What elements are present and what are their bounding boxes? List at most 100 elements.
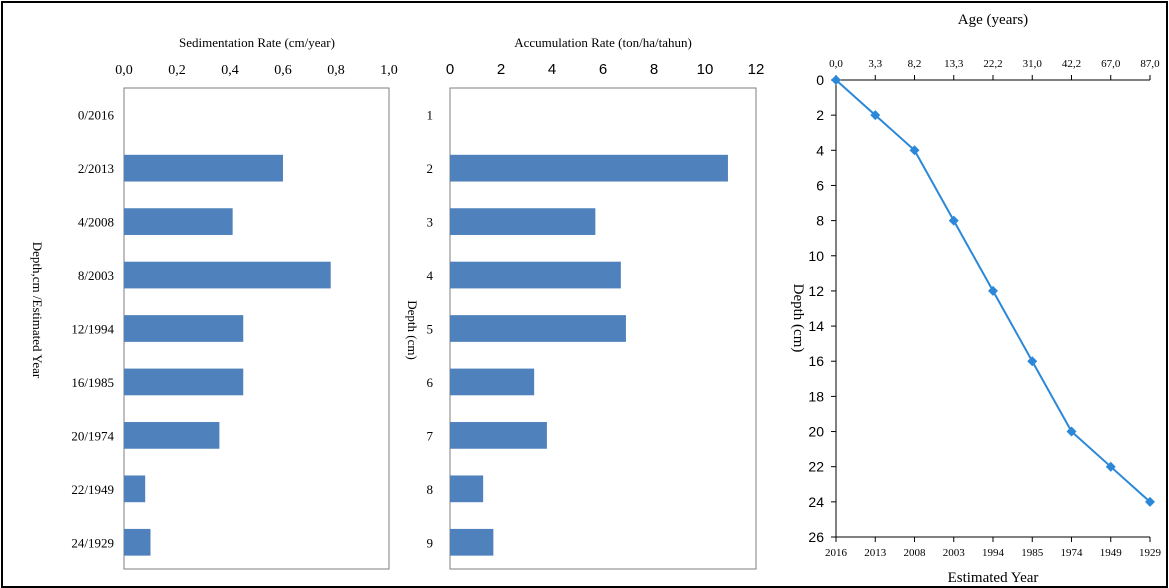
x-tick-labels: 0,0 0,2 0,4 0,6 0,8 1,0 xyxy=(115,63,398,78)
category-label: 4 xyxy=(427,268,434,283)
category-label: 1 xyxy=(427,108,434,123)
data-point xyxy=(948,215,959,226)
bar xyxy=(450,528,494,556)
category-label: 8/2003 xyxy=(78,268,114,283)
category-label: 5 xyxy=(427,322,434,337)
chart-title: Accumulation Rate (ton/ha/tahun) xyxy=(514,35,692,50)
category-label: 6 xyxy=(427,375,434,390)
category-label: 7 xyxy=(427,428,434,443)
bar xyxy=(124,368,244,396)
x-tick-labels: 0 2 4 6 8 10 12 xyxy=(446,61,765,78)
y-tick-label: 14 xyxy=(808,318,824,334)
data-point xyxy=(988,285,998,296)
x-tick-label: 10 xyxy=(697,61,714,78)
axis-ticks: 0246810121416182022242620160,020133,3200… xyxy=(808,58,1161,559)
category-label: 3 xyxy=(427,215,434,230)
y-tick-label: 4 xyxy=(816,142,824,158)
x-tick-label: 8 xyxy=(650,61,658,78)
bar xyxy=(450,368,535,396)
bar xyxy=(450,154,728,182)
x-tick-label: 0,4 xyxy=(221,63,239,78)
y-axis-label: Depth,cm /Estimated Year xyxy=(30,242,45,379)
bar xyxy=(124,261,331,289)
y-tick-label: 18 xyxy=(808,388,824,404)
bar xyxy=(124,154,283,182)
y-tick-label: 8 xyxy=(816,213,824,229)
y-tick-label: 22 xyxy=(808,459,824,475)
bar xyxy=(124,208,233,235)
accumulation-rate-chart: Accumulation Rate (ton/ha/tahun) Depth (… xyxy=(405,35,765,570)
x-tick-label: 0,2 xyxy=(168,63,186,78)
y-tick-label: 16 xyxy=(808,353,824,369)
x-tick-label: 1985 xyxy=(1021,547,1044,559)
depth-age-chart: Age (years) Estimated Year Depth (cm) 0 2… xyxy=(790,12,1162,586)
data-point xyxy=(1027,356,1038,367)
y-tick-label: 2 xyxy=(816,107,824,123)
x-tick-label: 2016 xyxy=(825,547,848,559)
x-tick-label: 2008 xyxy=(904,547,927,559)
y-tick-label: 0 xyxy=(816,72,824,88)
top-tick-label: 87,0 xyxy=(1140,58,1160,70)
category-label: 16/1985 xyxy=(71,375,114,390)
category-label: 12/1994 xyxy=(71,322,114,337)
x-tick-label: 0,8 xyxy=(327,63,345,78)
data-point xyxy=(1066,426,1077,437)
x-tick-label: 0 xyxy=(446,61,454,78)
data-point xyxy=(1105,461,1116,472)
top-tick-label: 22,2 xyxy=(983,58,1002,70)
data-point xyxy=(909,145,920,156)
x-tick-label: 1949 xyxy=(1100,547,1123,559)
top-axis-label: Age (years) xyxy=(958,12,1028,28)
x-tick-label: 1994 xyxy=(982,547,1005,559)
data-points xyxy=(831,75,1155,507)
bars xyxy=(450,154,728,556)
category-labels: 1 2 3 4 5 6 7 8 9 xyxy=(427,108,434,551)
bars xyxy=(124,154,331,556)
y-tick-label: 20 xyxy=(808,424,824,440)
bar xyxy=(450,261,621,289)
x-tick-label: 4 xyxy=(548,61,556,78)
bar xyxy=(450,315,626,342)
y-tick-label: 26 xyxy=(808,529,824,545)
y-tick-label: 24 xyxy=(808,494,824,510)
top-tick-label: 67,0 xyxy=(1101,58,1121,70)
top-tick-label: 0,0 xyxy=(829,58,843,70)
category-label: 22/1949 xyxy=(71,482,114,497)
y-tick-label: 6 xyxy=(816,177,824,193)
top-tick-label: 42,2 xyxy=(1062,58,1081,70)
x-tick-label: 2003 xyxy=(943,547,966,559)
top-tick-label: 31,0 xyxy=(1023,58,1043,70)
x-tick-label: 2 xyxy=(497,61,505,78)
y-tick-label: 10 xyxy=(808,248,824,264)
x-axis-label: Estimated Year xyxy=(948,570,1039,586)
chart-title: Sedimentation Rate (cm/year) xyxy=(179,35,335,50)
y-tick-label: 12 xyxy=(808,283,824,299)
bar xyxy=(450,422,547,449)
sedimentation-rate-chart: Sedimentation Rate (cm/year) Depth,cm /E… xyxy=(30,35,398,570)
x-tick-label: 12 xyxy=(748,61,765,78)
bar xyxy=(450,475,484,503)
data-point xyxy=(1145,496,1155,507)
top-tick-label: 3,3 xyxy=(868,58,882,70)
data-point xyxy=(870,110,881,121)
data-point xyxy=(831,75,841,85)
x-tick-label: 2013 xyxy=(864,547,887,559)
bar xyxy=(124,475,146,503)
x-tick-label: 1,0 xyxy=(380,63,398,78)
bar xyxy=(124,528,151,556)
y-axis-label: Depth (cm) xyxy=(405,300,420,360)
category-label: 20/1974 xyxy=(71,428,114,443)
category-label: 0/2016 xyxy=(78,108,115,123)
category-labels: 0/2016 2/2013 4/2008 8/2003 12/1994 16/1985 20… xyxy=(71,108,114,551)
category-label: 4/2008 xyxy=(78,215,114,230)
bar xyxy=(124,422,220,449)
x-tick-label: 1929 xyxy=(1139,547,1162,559)
top-tick-label: 8,2 xyxy=(908,58,922,70)
category-label: 24/1929 xyxy=(71,535,114,550)
top-tick-label: 13,3 xyxy=(944,58,964,70)
category-label: 2 xyxy=(427,161,434,176)
category-label: 8 xyxy=(427,482,434,497)
x-tick-label: 6 xyxy=(599,61,607,78)
y-axis-label: Depth (cm) xyxy=(790,284,806,353)
